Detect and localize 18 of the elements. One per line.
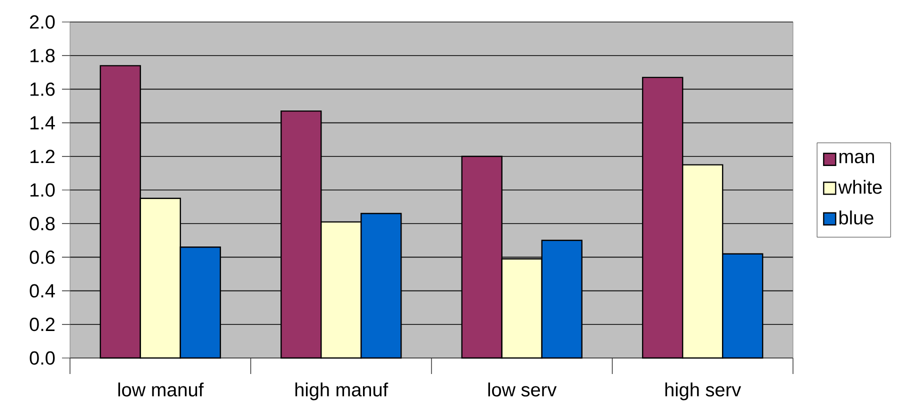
legend-label: blue: [839, 210, 874, 224]
x-tick-label: low manuf: [118, 382, 204, 396]
x-tick-label: high manuf: [295, 382, 388, 400]
y-tick-label: 2.0: [30, 15, 55, 29]
y-tick-label: 0.4: [30, 284, 55, 298]
y-tick-label: 0.6: [30, 250, 55, 264]
y-tick-label: 1.0: [30, 183, 55, 197]
legend-label: man: [840, 152, 874, 164]
x-tick-label: low serv: [488, 382, 557, 396]
y-tick-label: 1.6: [30, 82, 55, 96]
y-tick-label: 1.4: [30, 116, 55, 130]
y-tick-label: 0.0: [30, 351, 55, 365]
legend-label: white: [838, 180, 882, 194]
y-tick-label: 1.8: [30, 48, 55, 62]
x-tick-label: high serv: [665, 382, 742, 400]
y-tick-label: 0.2: [30, 318, 55, 332]
y-tick-label: 0.8: [30, 216, 55, 230]
y-tick-label: 1.2: [30, 150, 55, 164]
